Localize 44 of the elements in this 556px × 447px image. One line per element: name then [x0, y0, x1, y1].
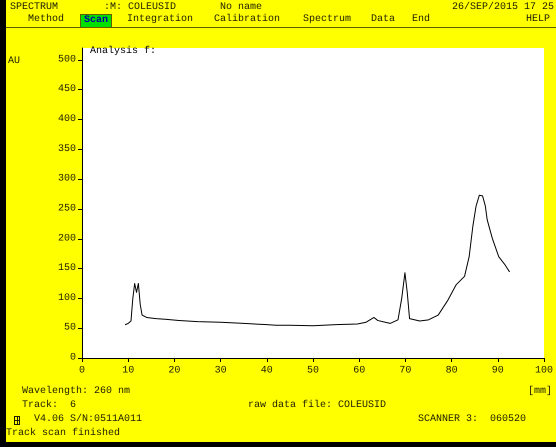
x-tick-label: 10 — [122, 366, 134, 376]
x-tick-label: 40 — [260, 366, 273, 376]
y-tick-label: 50 — [64, 322, 76, 334]
text: End — [412, 14, 430, 26]
text: Track: 6 — [22, 400, 76, 412]
x-axis-title: [mm] — [528, 386, 552, 398]
text: Data — [371, 14, 396, 26]
x-tick-label: 50 — [306, 366, 320, 376]
x-tick-label: 60 — [353, 366, 366, 376]
x-tick-label: 20 — [168, 366, 180, 376]
x-tick-label: 100 — [534, 366, 554, 376]
text: V4.06 S/N:0511A011 — [34, 414, 142, 426]
text: Integration — [127, 14, 194, 26]
y-tick-label: 0 — [70, 352, 76, 364]
text: HELP — [526, 14, 550, 26]
x-tick-label: 70 — [399, 366, 412, 376]
x-tick-label: 90 — [492, 366, 504, 376]
text: SCANNER 3: 060520 — [418, 414, 526, 426]
text: raw data file: COLEUSID — [248, 400, 386, 412]
y-tick-label: 150 — [58, 263, 76, 274]
x-tick-label: 30 — [214, 366, 227, 376]
y-tick-label: 350 — [58, 144, 76, 155]
y-tick-label: 250 — [58, 203, 76, 214]
y-tick-label: 200 — [58, 233, 76, 244]
text: :M: COLEUSID — [104, 2, 176, 14]
text: Scan — [80, 14, 112, 28]
text: 26/SEP/2015 17 25 — [452, 2, 554, 14]
x-tick-label: 0 — [78, 366, 86, 376]
y-tick-label: 400 — [58, 114, 76, 126]
text: Wavelength: 260 nm — [22, 386, 130, 398]
y-tick-label: 450 — [58, 84, 76, 96]
y-tick-label: 500 — [58, 54, 76, 66]
text: Calibration — [214, 14, 280, 26]
y-axis-title: AU — [8, 56, 20, 68]
y-tick-label: 100 — [58, 292, 76, 304]
text: SPECTRUM — [10, 2, 58, 14]
text: No name — [220, 2, 262, 14]
x-tick-label: 80 — [446, 366, 458, 376]
text: Track scan finished — [6, 428, 120, 440]
text: Method — [28, 14, 64, 26]
line-series — [124, 194, 510, 326]
annotation: Analysis f: — [90, 46, 156, 58]
text: Spectrum — [303, 14, 352, 26]
y-tick-label: 300 — [58, 174, 76, 185]
